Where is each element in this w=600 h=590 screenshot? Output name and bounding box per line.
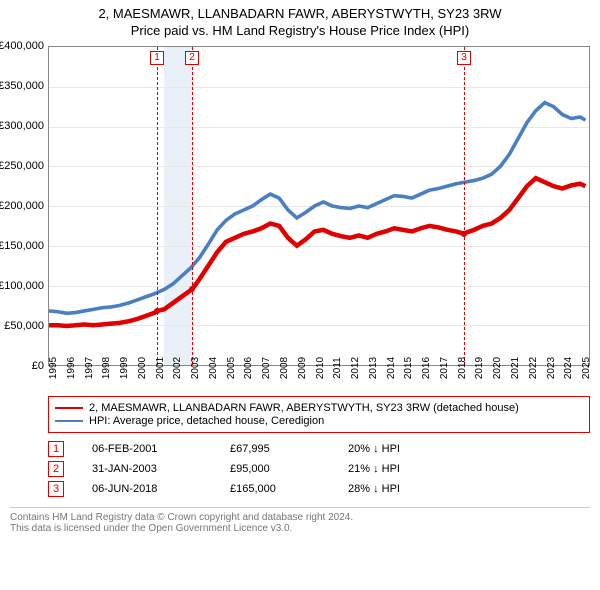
- marker-price: £165,000: [230, 483, 320, 495]
- marker-row: 1 06-FEB-2001 £67,995 20% ↓ HPI: [48, 441, 590, 457]
- x-tick-label: 2003: [190, 357, 201, 379]
- x-tick-label: 2019: [474, 357, 485, 379]
- x-tick-label: 1998: [101, 357, 112, 379]
- marker-number-box: 2: [48, 461, 64, 477]
- marker-delta: 20% ↓ HPI: [348, 443, 400, 455]
- title-address: 2, MAESMAWR, LLANBADARN FAWR, ABERYSTWYT…: [0, 6, 600, 21]
- x-tick-label: 2009: [297, 357, 308, 379]
- marker-date: 06-JUN-2018: [92, 483, 202, 495]
- marker-date: 31-JAN-2003: [92, 463, 202, 475]
- marker-row: 2 31-JAN-2003 £95,000 21% ↓ HPI: [48, 461, 590, 477]
- event-marker-box: 1: [150, 51, 164, 65]
- y-tick-label: £150,000: [0, 240, 48, 252]
- y-tick-label: £50,000: [4, 320, 48, 332]
- x-tick-label: 2007: [261, 357, 272, 379]
- x-tick-label: 2000: [137, 357, 148, 379]
- y-tick-label: £200,000: [0, 200, 48, 212]
- event-marker-box: 2: [185, 51, 199, 65]
- x-tick-label: 2018: [457, 357, 468, 379]
- x-tick-label: 1996: [66, 357, 77, 379]
- legend-label: 2, MAESMAWR, LLANBADARN FAWR, ABERYSTWYT…: [89, 402, 519, 414]
- x-tick-label: 2010: [315, 357, 326, 379]
- x-tick-label: 2025: [581, 357, 592, 379]
- x-tick-label: 1995: [48, 357, 59, 379]
- footer-line: Contains HM Land Registry data © Crown c…: [10, 512, 590, 523]
- x-tick-label: 2002: [172, 357, 183, 379]
- legend-swatch: [55, 407, 83, 409]
- x-tick-label: 2022: [528, 357, 539, 379]
- y-tick-label: £300,000: [0, 120, 48, 132]
- x-tick-label: 2024: [563, 357, 574, 379]
- x-tick-label: 2016: [421, 357, 432, 379]
- marker-row: 3 06-JUN-2018 £165,000 28% ↓ HPI: [48, 481, 590, 497]
- footer-line: This data is licensed under the Open Gov…: [10, 523, 590, 534]
- x-tick-label: 2023: [546, 357, 557, 379]
- event-dot: [154, 308, 160, 314]
- marker-price: £95,000: [230, 463, 320, 475]
- titles: 2, MAESMAWR, LLANBADARN FAWR, ABERYSTWYT…: [0, 0, 600, 38]
- y-tick-label: £0: [32, 360, 48, 372]
- x-tick-label: 1997: [84, 357, 95, 379]
- x-tick-label: 2012: [350, 357, 361, 379]
- markers-table: 1 06-FEB-2001 £67,995 20% ↓ HPI 2 31-JAN…: [48, 441, 590, 497]
- x-axis-labels: 1995199619971998199920002001200220032004…: [48, 366, 590, 390]
- x-tick-label: 1999: [119, 357, 130, 379]
- line-layer: [49, 47, 589, 365]
- legend-swatch: [55, 420, 83, 422]
- event-dot: [189, 286, 195, 292]
- event-vline: [192, 47, 193, 365]
- series-hpi: [49, 103, 585, 314]
- x-tick-label: 2001: [155, 357, 166, 379]
- event-vline: [157, 47, 158, 365]
- title-subtitle: Price paid vs. HM Land Registry's House …: [0, 23, 600, 38]
- legend-row: HPI: Average price, detached house, Cere…: [55, 415, 583, 427]
- event-marker-box: 3: [457, 51, 471, 65]
- event-dot: [461, 231, 467, 237]
- x-tick-label: 2004: [208, 357, 219, 379]
- plot-area: 1 2 3: [48, 46, 590, 366]
- x-tick-label: 2008: [279, 357, 290, 379]
- x-tick-label: 2021: [510, 357, 521, 379]
- footer: Contains HM Land Registry data © Crown c…: [10, 507, 590, 534]
- marker-date: 06-FEB-2001: [92, 443, 202, 455]
- x-tick-label: 2013: [368, 357, 379, 379]
- y-tick-label: £350,000: [0, 80, 48, 92]
- plot-wrap: 123 199519961997199819992000200120022003…: [48, 46, 590, 390]
- chart-container: 2, MAESMAWR, LLANBADARN FAWR, ABERYSTWYT…: [0, 0, 600, 534]
- legend: 2, MAESMAWR, LLANBADARN FAWR, ABERYSTWYT…: [48, 396, 590, 433]
- x-tick-label: 2017: [439, 357, 450, 379]
- marker-price: £67,995: [230, 443, 320, 455]
- y-tick-label: £100,000: [0, 280, 48, 292]
- x-tick-label: 2015: [403, 357, 414, 379]
- marker-delta: 28% ↓ HPI: [348, 483, 400, 495]
- y-tick-label: £400,000: [0, 40, 48, 52]
- y-tick-label: £250,000: [0, 160, 48, 172]
- x-tick-label: 2011: [332, 357, 343, 379]
- marker-number-box: 3: [48, 481, 64, 497]
- legend-label: HPI: Average price, detached house, Cere…: [89, 415, 324, 427]
- x-tick-label: 2006: [243, 357, 254, 379]
- x-tick-label: 2020: [492, 357, 503, 379]
- legend-row: 2, MAESMAWR, LLANBADARN FAWR, ABERYSTWYT…: [55, 402, 583, 414]
- marker-number-box: 1: [48, 441, 64, 457]
- marker-delta: 21% ↓ HPI: [348, 463, 400, 475]
- event-vline: [464, 47, 465, 365]
- x-tick-label: 2014: [386, 357, 397, 379]
- x-tick-label: 2005: [226, 357, 237, 379]
